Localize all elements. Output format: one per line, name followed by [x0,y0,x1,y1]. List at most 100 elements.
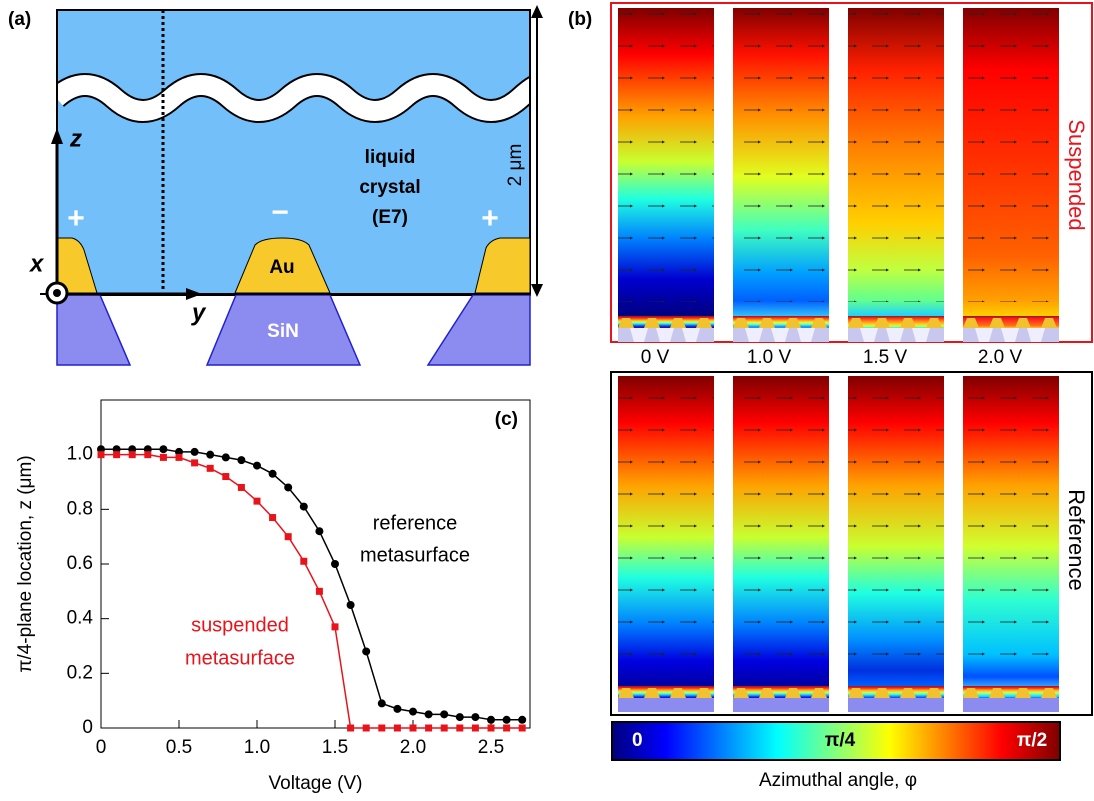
field-map [733,316,829,328]
mask [40,0,56,300]
data-point [191,459,199,467]
data-point [113,451,121,459]
data-point [409,707,417,716]
gold-electrode [56,237,98,294]
y-tick-label: 0.4 [67,608,94,629]
annotation: reference [373,512,458,534]
gold-electrode [1015,318,1031,328]
panel-label: (a) [8,9,31,30]
colorbar-label: Azimuthal angle, φ [759,770,917,791]
x-tick-label: 0.5 [166,737,192,758]
air-gap [912,328,930,342]
field-map [963,686,1059,698]
data-point [237,483,245,491]
data-point [518,715,527,724]
data-point [378,724,386,732]
voltage-label: 2.0 V [978,347,1023,368]
gold-electrode [963,318,979,328]
gold-electrode [1015,688,1031,698]
gold-electrode [989,318,1005,328]
panel-a: (a) z y x + − + Au SiN liquid crystal (E… [8,0,571,366]
gold-electrode [785,688,801,698]
director-arrows [733,376,829,672]
voltage-label: 0 V [641,347,670,368]
gold-electrode [1041,688,1057,698]
gold-electrode [1041,318,1057,328]
data-point [284,533,292,541]
gold-electrode [618,688,634,698]
air-gap [797,328,815,342]
gold-electrode [644,688,660,698]
director-arrows [618,376,714,672]
data-point [502,715,511,724]
gold-electrode [759,688,775,698]
data-point [97,451,105,459]
data-point [362,724,370,732]
gold-electrode [900,688,916,698]
data-point [206,450,215,459]
colorbar-tick: π/2 [1017,730,1047,751]
gold-electrode [874,688,890,698]
data-point [253,461,261,470]
data-point [346,601,355,609]
data-point [128,451,136,459]
x-tick-label: 1.5 [322,737,348,758]
x-tick-label: 2.5 [478,737,504,758]
data-point [315,527,324,536]
data-point [393,724,401,732]
air-gap [860,328,878,342]
substrate [963,698,1059,712]
data-point [362,647,371,656]
data-point [300,557,308,565]
data-point [331,623,339,631]
y-tick-label: 0.6 [67,553,93,574]
data-point [377,699,386,708]
data-point [222,473,230,481]
substrate [848,698,944,712]
data-point [440,724,448,732]
data-point [487,715,495,724]
series-line [101,448,523,721]
gold-electrode [696,688,712,698]
data-point [268,469,277,478]
data-point [269,514,277,522]
data-point [175,453,183,461]
gold-electrode [670,318,686,328]
series-line [101,453,523,729]
gold-electrode [696,318,712,328]
break [49,75,553,121]
gold-electrode [733,318,749,328]
air-gap [656,328,674,342]
air-gap [771,328,789,342]
field-map [963,316,1059,328]
data-point [315,587,323,595]
panel-c: 0 0.5 1.0 1.5 2.0 2.5 0 0.2 0.4 0.6 0.8 1.0 Voltage … [15,399,531,794]
data-point [440,710,449,719]
gold-electrode [963,688,979,698]
sign: + [67,202,85,235]
data-point [409,724,417,732]
side-label: Suspended [1064,119,1089,230]
director-arrows [618,8,714,302]
gold-electrode [926,688,942,698]
data-point [455,713,464,722]
x-tick-label: 2.0 [400,737,426,758]
data-point [424,710,433,719]
data-point [284,483,293,492]
lc-label: liquid [365,147,416,168]
data-point [299,502,308,511]
x-axis-symbol [53,289,61,297]
x-tick-label: 0 [96,737,107,758]
au-label: Au [269,257,294,278]
data-point [456,724,464,732]
data-point [425,724,433,732]
director-arrows [963,376,1059,672]
axis-label: x [28,250,45,277]
data-point [159,453,167,461]
colorbar-tick: π/4 [825,730,856,751]
data-point [393,704,402,713]
data-point [518,724,526,732]
gold-electrode [989,688,1005,698]
data-point [253,497,261,505]
annotation: metasurface [360,544,470,566]
